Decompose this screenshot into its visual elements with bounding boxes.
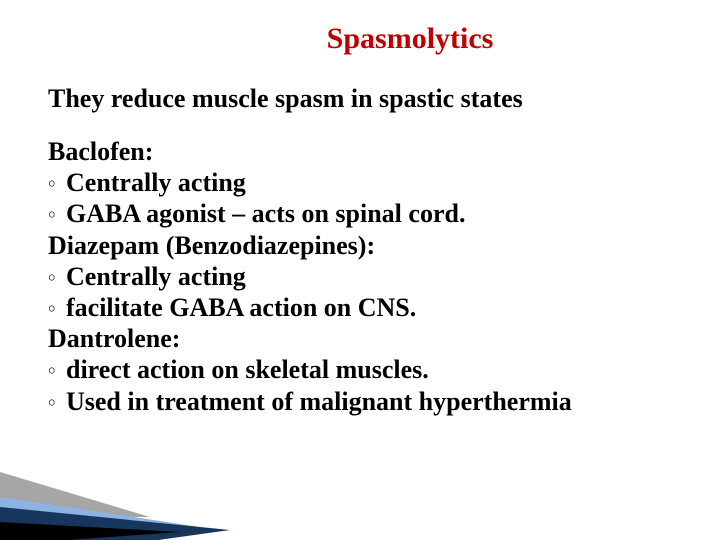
slide-subtitle: They reduce muscle spasm in spastic stat… — [48, 84, 720, 114]
bullet-text: Centrally acting — [66, 167, 246, 198]
bullet-icon: ￮ — [48, 176, 66, 194]
bullet-item: ￮ Centrally acting — [48, 261, 720, 292]
bullet-text: Used in treatment of malignant hyperther… — [66, 386, 572, 417]
bullet-text: facilitate GABA action on CNS. — [66, 292, 416, 323]
slide-title: Spasmolytics — [100, 22, 720, 56]
slide-content: Baclofen: ￮ Centrally acting ￮ GABA agon… — [48, 136, 720, 417]
corner-graphic-icon — [0, 442, 280, 540]
drug-heading: Dantrolene: — [48, 323, 720, 354]
drug-heading: Baclofen: — [48, 136, 720, 167]
bullet-text: direct action on skeletal muscles. — [66, 354, 429, 385]
bullet-text: Centrally acting — [66, 261, 246, 292]
drug-heading: Diazepam (Benzodiazepines): — [48, 230, 720, 261]
bullet-icon: ￮ — [48, 207, 66, 225]
bullet-text: GABA agonist – acts on spinal cord. — [66, 198, 465, 229]
bullet-icon: ￮ — [48, 363, 66, 381]
bullet-icon: ￮ — [48, 395, 66, 413]
bullet-item: ￮ Centrally acting — [48, 167, 720, 198]
bullet-item: ￮ GABA agonist – acts on spinal cord. — [48, 198, 720, 229]
bullet-item: ￮ facilitate GABA action on CNS. — [48, 292, 720, 323]
bullet-item: ￮ Used in treatment of malignant hyperth… — [48, 386, 720, 417]
slide: Spasmolytics They reduce muscle spasm in… — [0, 22, 720, 540]
bullet-icon: ￮ — [48, 301, 66, 319]
bullet-icon: ￮ — [48, 270, 66, 288]
bullet-item: ￮ direct action on skeletal muscles. — [48, 354, 720, 385]
